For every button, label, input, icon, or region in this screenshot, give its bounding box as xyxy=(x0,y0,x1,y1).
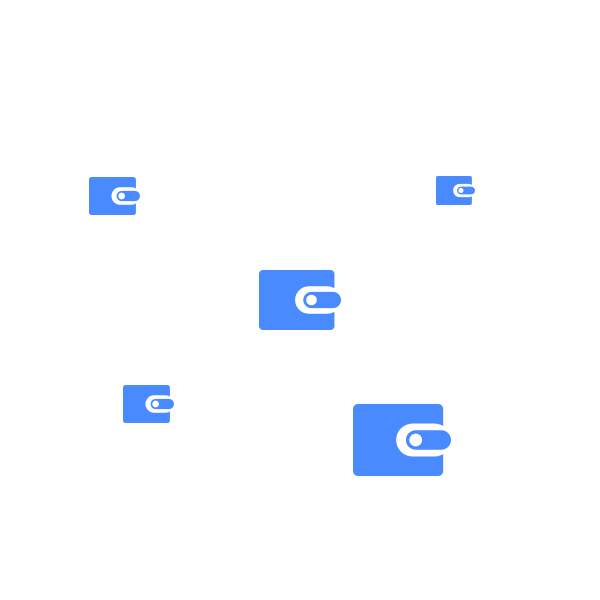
wallet-icon xyxy=(123,385,174,423)
wallet-icon xyxy=(353,404,451,476)
wallet-icon xyxy=(436,176,475,205)
wallet-icon xyxy=(89,177,140,215)
wallet-icon xyxy=(259,270,341,330)
